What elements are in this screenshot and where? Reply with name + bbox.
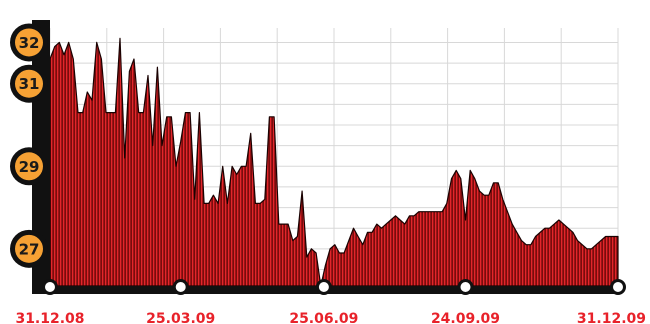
- x-tick-label: 24.09.09: [431, 311, 500, 324]
- x-tick-marker: [610, 279, 626, 295]
- y-tick-badge: [15, 28, 43, 57]
- y-tick-label: 29: [19, 158, 40, 176]
- x-tick-label: 31.12.09: [577, 311, 646, 324]
- y-tick-label: 32: [19, 34, 40, 52]
- x-tick-marker: [315, 279, 332, 295]
- x-tick-marker: [42, 279, 58, 295]
- x-tick-label: 25.03.09: [146, 311, 215, 324]
- price-area: [49, 37, 619, 287]
- y-tick-badges: 32 31 29 27: [10, 23, 48, 268]
- x-tick-marker: [457, 279, 474, 295]
- x-tick-markers: 31.12.08 25.03.09 25.06.09 24.09.09 31.12.09: [15, 279, 646, 324]
- y-tick-label: 27: [19, 240, 40, 258]
- x-tick-label: 31.12.08: [15, 311, 84, 324]
- x-tick-marker: [172, 279, 189, 295]
- y-tick-badge: [15, 69, 43, 98]
- y-tick-label: 31: [19, 75, 40, 93]
- series-area: [49, 37, 619, 287]
- x-tick-label: 25.06.09: [289, 311, 358, 324]
- y-tick-badge: [15, 234, 43, 263]
- y-tick-badge: [15, 152, 43, 181]
